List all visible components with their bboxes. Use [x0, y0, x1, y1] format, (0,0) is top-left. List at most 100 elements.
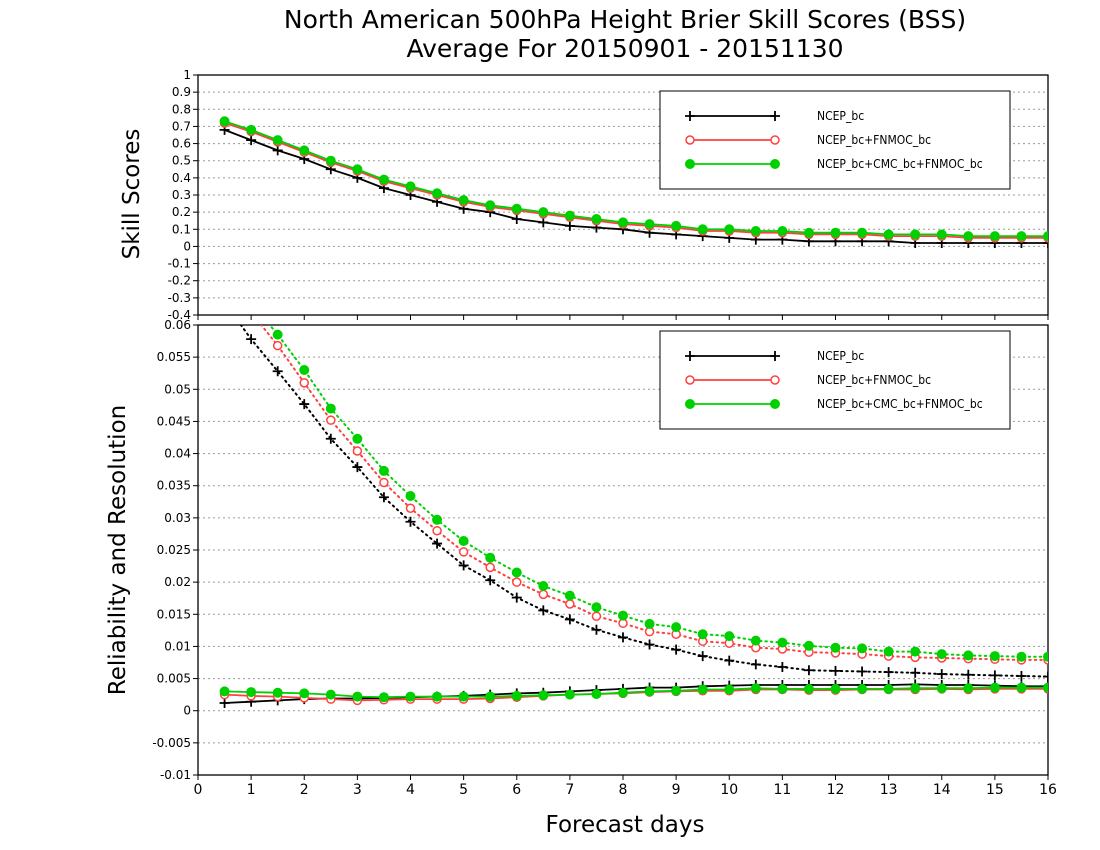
data-point [750, 659, 761, 670]
data-point [750, 226, 761, 236]
data-point [299, 688, 310, 699]
data-point [671, 220, 682, 231]
legend-marker [770, 135, 780, 145]
data-point [272, 135, 283, 146]
data-point [352, 164, 363, 175]
data-point [325, 403, 336, 414]
data-point [989, 651, 1000, 662]
legend-label: NCEP_bc+FNMOC_bc [817, 133, 931, 147]
x-tick-label: 6 [512, 782, 521, 798]
data-point [644, 219, 655, 230]
y-tick-label: 0.05 [164, 382, 191, 396]
data-point [591, 602, 602, 613]
data-point [272, 329, 283, 340]
y-tick-label: -0.4 [168, 308, 191, 322]
data-point [618, 217, 628, 228]
data-point [644, 639, 655, 650]
data-point [352, 433, 363, 444]
data-point [989, 231, 1000, 242]
chart-subtitle: Average For 20150901 - 20151130 [406, 34, 843, 63]
data-point [697, 629, 708, 640]
data-point [246, 334, 257, 345]
data-point [538, 589, 549, 600]
data-point [591, 624, 602, 635]
data-point [803, 665, 814, 676]
data-point [750, 683, 761, 694]
x-tick-label: 1 [247, 782, 256, 798]
data-point [325, 689, 336, 700]
data-point [299, 399, 310, 410]
x-axis-label: Forecast days [546, 812, 705, 838]
data-point [511, 214, 522, 224]
y-tick-label: -0.01 [160, 768, 191, 782]
y-tick-label: 0.025 [157, 543, 191, 557]
data-point [724, 655, 735, 666]
data-point [299, 378, 309, 388]
data-point [591, 689, 602, 699]
x-tick-label: 5 [459, 782, 468, 798]
legend-marker [770, 111, 780, 121]
data-point [857, 683, 868, 694]
data-point [910, 667, 921, 678]
data-point [326, 415, 336, 425]
legend-label: NCEP_bc+CMC_bc+FNMOC_bc [817, 397, 983, 411]
data-point [697, 651, 708, 662]
data-point [989, 670, 1000, 681]
data-point [830, 227, 841, 238]
x-tick-label: 12 [827, 782, 845, 798]
data-point [644, 686, 655, 697]
data-point [564, 590, 575, 601]
data-point [432, 525, 442, 536]
series-line [268, 325, 1048, 658]
data-point [272, 366, 283, 377]
y-tick-label: -0.005 [152, 736, 191, 750]
data-point [963, 231, 974, 242]
data-point [219, 698, 230, 708]
y-tick-label: 0.06 [164, 318, 191, 332]
data-point [538, 690, 549, 701]
data-point [485, 200, 496, 211]
data-point [830, 665, 841, 676]
y-tick-label: 0.4 [172, 171, 191, 185]
legend-marker [770, 351, 780, 361]
legend-marker [770, 375, 780, 385]
data-point [272, 145, 283, 156]
data-point [511, 690, 522, 701]
x-tick-label: 9 [672, 782, 681, 798]
y-tick-label: 0.055 [157, 350, 191, 364]
data-point [910, 683, 921, 694]
data-point [432, 188, 443, 199]
y-tick-label: 0.2 [172, 205, 191, 219]
x-tick-label: 16 [1039, 782, 1057, 798]
data-point [777, 662, 788, 672]
y-tick-label: 0.015 [157, 607, 191, 621]
x-tick-label: 11 [773, 782, 791, 798]
data-point [936, 669, 947, 680]
data-point [671, 622, 682, 633]
legend-marker [685, 399, 695, 409]
data-point [618, 610, 628, 621]
data-point [379, 477, 389, 488]
data-point [644, 618, 655, 629]
series-line [239, 325, 1048, 678]
plot-frame [197, 324, 1049, 776]
y-tick-label: 0.6 [172, 137, 191, 151]
data-point [671, 644, 682, 655]
y-tick-label: 0.8 [172, 102, 191, 116]
data-point [485, 691, 496, 702]
legend-marker [685, 111, 695, 121]
data-point [325, 433, 336, 444]
data-point [1043, 231, 1048, 242]
data-point [1016, 231, 1027, 242]
data-point [405, 491, 416, 501]
data-point [564, 614, 575, 625]
y-tick-label: 0 [183, 239, 191, 253]
data-point [538, 605, 549, 616]
data-point [963, 683, 974, 694]
y-axis-label-reliability: Reliability and Resolution [105, 405, 131, 695]
data-point [591, 611, 602, 621]
x-tick-label: 8 [619, 782, 628, 798]
legend-marker [770, 399, 780, 409]
data-point [511, 567, 522, 578]
